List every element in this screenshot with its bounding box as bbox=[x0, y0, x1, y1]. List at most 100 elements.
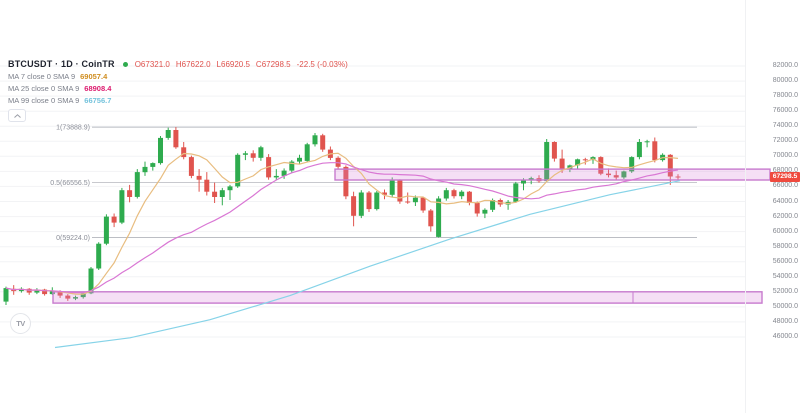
candle-body bbox=[613, 175, 619, 178]
candle-body bbox=[459, 191, 465, 197]
price-axis-tick: 82000.0 bbox=[772, 62, 798, 69]
price-axis-tick: 66000.0 bbox=[772, 182, 798, 190]
chart-legend: BTCUSDT · 1D · CoinTR O67321.0 H67622.0 … bbox=[8, 58, 348, 122]
candle-body bbox=[366, 192, 372, 210]
change-value: -22.5 (-0.03%) bbox=[296, 59, 348, 69]
candle-body bbox=[127, 190, 133, 197]
indicator-row-ma7[interactable]: MA 7 close 0 SMA 9 69057.4 bbox=[8, 71, 348, 82]
legend-collapse-button[interactable] bbox=[8, 109, 26, 122]
candle-body bbox=[65, 295, 71, 299]
candle-body bbox=[273, 175, 279, 178]
fib-level-label: 1(73888.9) bbox=[56, 125, 90, 132]
candle-body bbox=[80, 293, 86, 298]
candle-body bbox=[173, 130, 179, 148]
candle-body bbox=[289, 161, 295, 171]
candle-body bbox=[142, 166, 148, 173]
price-axis-tick: 52000.0 bbox=[772, 287, 798, 295]
price-axis[interactable]: 82000.0 80000.0 78000.0 76000.0 74000.0 72000… bbox=[745, 0, 800, 413]
ma99-label: MA 99 close 0 SMA 9 bbox=[8, 96, 80, 105]
candle-body bbox=[235, 154, 241, 187]
candle-body bbox=[119, 190, 125, 223]
open-value: O67321.0 bbox=[134, 59, 170, 69]
candle-body bbox=[297, 157, 302, 162]
tradingview-logo[interactable]: TV bbox=[10, 313, 31, 334]
fib-level-label: 0(59224.0) bbox=[56, 235, 90, 242]
candle-body bbox=[466, 191, 472, 203]
candle-body bbox=[165, 130, 171, 138]
candle-body bbox=[652, 141, 658, 161]
fib-level-label: 0.5(66556.5) bbox=[50, 180, 90, 187]
candle-body bbox=[188, 157, 194, 176]
ma7-label: MA 7 close 0 SMA 9 bbox=[8, 72, 76, 81]
candle-body bbox=[281, 170, 287, 176]
candle-body bbox=[73, 297, 78, 299]
candle-body bbox=[521, 179, 526, 184]
symbol-title[interactable]: BTCUSDT · 1D · CoinTR bbox=[8, 59, 115, 69]
candle-body bbox=[343, 166, 349, 197]
candle-body bbox=[482, 209, 488, 214]
candle-body bbox=[389, 179, 395, 195]
candle-body bbox=[3, 288, 9, 302]
candle-body bbox=[606, 173, 611, 176]
candle-body bbox=[405, 201, 411, 203]
price-axis-tick: 62000.0 bbox=[772, 212, 798, 220]
candle-body bbox=[374, 192, 380, 210]
candle-body bbox=[544, 142, 550, 182]
candle-body bbox=[212, 191, 218, 197]
candle-body bbox=[474, 203, 480, 214]
candle-body bbox=[96, 243, 102, 269]
candle-body bbox=[304, 144, 310, 161]
candle-body bbox=[312, 135, 318, 145]
price-axis-tick: 58000.0 bbox=[772, 242, 798, 250]
price-axis-tick: 60000.0 bbox=[772, 227, 798, 235]
price-axis-tick: 76000.0 bbox=[772, 107, 798, 115]
price-axis-tick: 70000.0 bbox=[772, 152, 798, 160]
candle-body bbox=[111, 216, 117, 223]
price-axis-tick: 74000.0 bbox=[772, 122, 798, 130]
price-axis-tick: 64000.0 bbox=[772, 197, 798, 205]
candle-body bbox=[57, 291, 63, 296]
candle-body bbox=[204, 179, 210, 192]
candle-body bbox=[575, 159, 581, 166]
ma25-label: MA 25 close 0 SMA 9 bbox=[8, 84, 80, 93]
ma7-line bbox=[5, 152, 679, 295]
candle-body bbox=[358, 192, 364, 216]
price-axis-tick: 48000.0 bbox=[772, 317, 798, 325]
candle-body bbox=[88, 268, 94, 294]
candle-body bbox=[242, 153, 248, 155]
support-zone[interactable] bbox=[52, 291, 763, 304]
candle-body bbox=[636, 142, 642, 158]
price-axis-tick: 72000.0 bbox=[772, 137, 798, 145]
chevron-up-icon bbox=[13, 113, 21, 118]
indicator-row-ma25[interactable]: MA 25 close 0 SMA 9 68908.4 bbox=[8, 83, 348, 94]
indicator-row-ma99[interactable]: MA 99 close 0 SMA 9 66756.7 bbox=[8, 95, 348, 106]
candle-body bbox=[18, 288, 24, 292]
candle-body bbox=[227, 186, 233, 191]
symbol-title-row[interactable]: BTCUSDT · 1D · CoinTR O67321.0 H67622.0 … bbox=[8, 58, 348, 70]
high-value: H67622.0 bbox=[175, 59, 211, 69]
candle-body bbox=[196, 175, 202, 180]
candle-body bbox=[397, 179, 403, 202]
candle-body bbox=[250, 153, 256, 158]
candle-body bbox=[103, 216, 109, 244]
candle-body bbox=[134, 172, 140, 197]
candle-body bbox=[559, 158, 565, 170]
price-axis-tick: 50000.0 bbox=[772, 302, 798, 310]
candle-body bbox=[412, 197, 418, 203]
candle-body bbox=[621, 171, 627, 178]
ma25-line bbox=[5, 162, 679, 294]
candle-body bbox=[551, 142, 557, 159]
ohlc-values: O67321.0 H67622.0 L66920.5 C67298.5 -22.… bbox=[135, 60, 348, 69]
candle-body bbox=[644, 141, 650, 143]
candle-body bbox=[513, 183, 519, 202]
candle-body bbox=[158, 137, 163, 164]
low-value: L66920.5 bbox=[216, 59, 250, 69]
ma99-value: 66756.7 bbox=[84, 96, 112, 105]
candle-body bbox=[528, 178, 534, 180]
candle-body bbox=[490, 200, 496, 210]
ma25-value: 68908.4 bbox=[84, 84, 112, 93]
candle-body bbox=[150, 163, 156, 167]
candle-body bbox=[320, 135, 326, 150]
